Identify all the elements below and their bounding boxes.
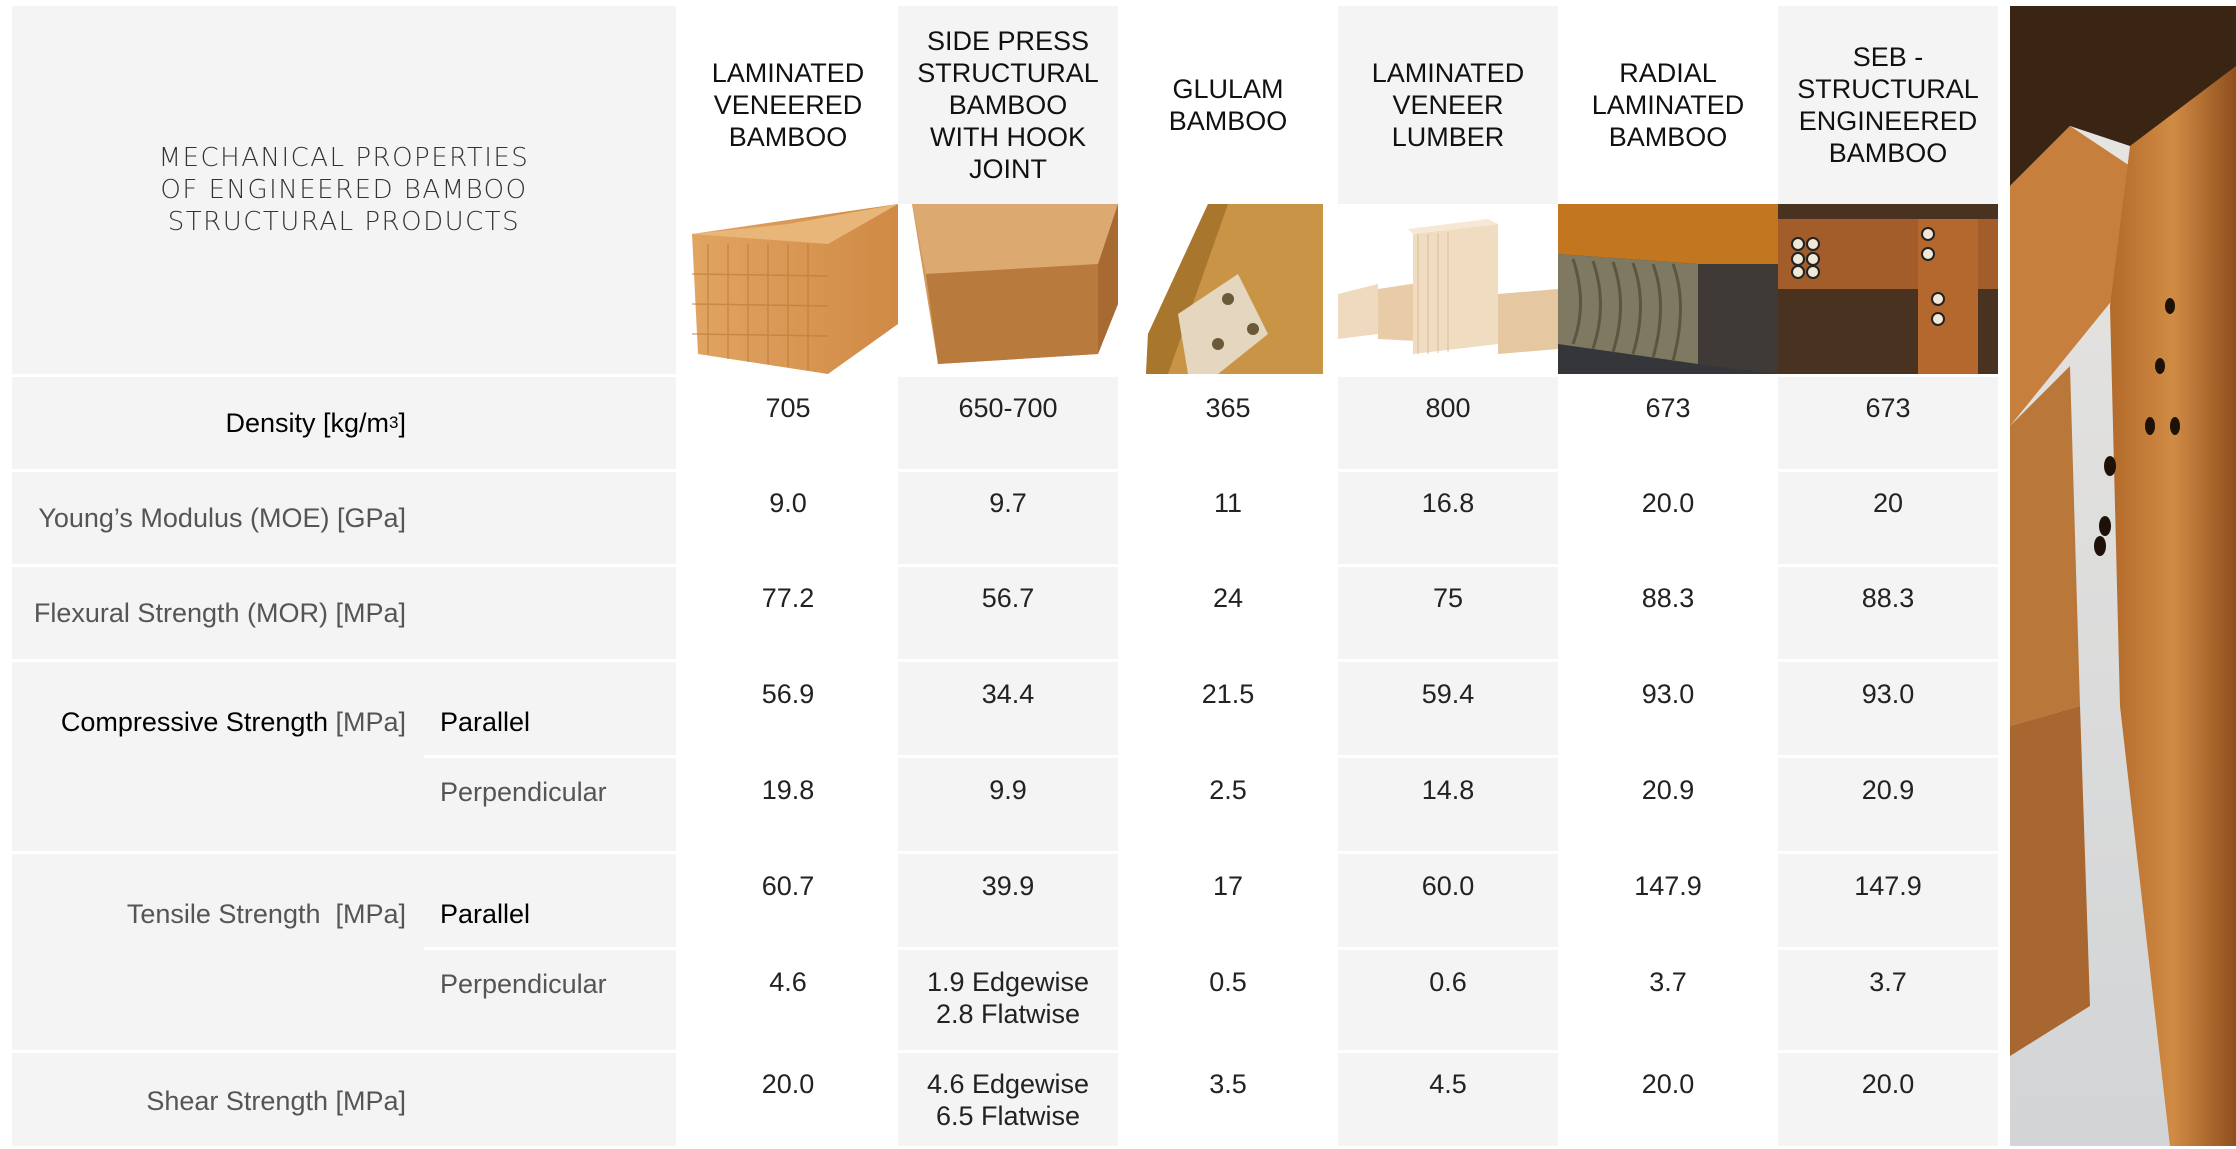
column-shade xyxy=(1778,376,1998,1146)
row-divider xyxy=(12,374,1998,377)
column-shade xyxy=(898,376,1118,1146)
row-divider xyxy=(12,659,1998,662)
row-label-tensile: Tensile Strength [MPa] xyxy=(126,898,406,929)
column-header: GLULAM BAMBOO xyxy=(1168,74,1288,136)
tensile-perpendicular-value: 1.9 Edgewise 2.8 Flatwise xyxy=(926,967,1090,1029)
tensile-parallel-value: 39.9 xyxy=(981,871,1035,901)
compressive-label: Compressive Strength xyxy=(60,706,328,737)
density-value: 800 xyxy=(1425,393,1471,423)
tensile-parallel-label: Parallel xyxy=(440,898,531,929)
compressive-parallel-value: 34.4 xyxy=(981,679,1035,709)
laminated-veneered-bamboo-photo xyxy=(678,204,898,374)
shear-value: 20.0 xyxy=(761,1069,815,1099)
compressive-perpendicular-value: 9.9 xyxy=(989,775,1027,805)
row-label-compressive: Compressive Strength [MPa] xyxy=(12,662,406,782)
tensile-perpendicular-value: 3.7 xyxy=(1649,967,1687,997)
mor-value: 77.2 xyxy=(761,583,815,613)
compressive-parallel-value: 56.9 xyxy=(761,679,815,709)
tensile-parallel-value: 60.0 xyxy=(1421,871,1475,901)
row-label-panel xyxy=(12,376,676,1146)
compressive-parallel-value: 93.0 xyxy=(1861,679,1915,709)
density-unit-exponent: 3 xyxy=(389,413,399,432)
compressive-perpendicular-value: 19.8 xyxy=(761,775,815,805)
column-laminated-veneer-lumber: LAMINATED VENEER LUMBER xyxy=(1338,6,1558,204)
tensile-perpendicular-value: 4.6 xyxy=(769,967,807,997)
compressive-perpendicular-label: Perpendicular xyxy=(440,776,607,807)
shear-value: 4.6 Edgewise 6.5 Flatwise xyxy=(926,1069,1090,1131)
column-header: LAMINATED VENEERED BAMBOO xyxy=(711,58,865,152)
column-header: SEB - STRUCTURAL ENGINEERED BAMBOO xyxy=(1797,42,1979,168)
compressive-parallel-label: Parallel xyxy=(440,706,531,737)
compressive-unit: [MPa] xyxy=(327,706,406,737)
shear-value: 20.0 xyxy=(1861,1069,1915,1099)
tensile-perpendicular-label: Perpendicular xyxy=(440,968,607,999)
moe-value: 9.7 xyxy=(989,488,1027,518)
row-divider xyxy=(12,469,1998,472)
density-value: 673 xyxy=(1865,393,1911,423)
table-title: MECHANICAL PROPERTIES OF ENGINEERED BAMB… xyxy=(158,143,530,237)
column-radial-laminated-bamboo: RADIAL LAMINATED BAMBOO xyxy=(1558,6,1778,204)
column-header: SIDE PRESS STRUCTURAL BAMBOO WITH HOOK J… xyxy=(917,26,1099,184)
tensile-perpendicular-value: 3.7 xyxy=(1869,967,1907,997)
compressive-perpendicular-value: 20.9 xyxy=(1861,775,1915,805)
tensile-parallel-value: 147.9 xyxy=(1634,871,1702,901)
row-label-mor: Flexural Strength (MOR) [MPa] xyxy=(33,597,406,628)
moe-value: 16.8 xyxy=(1421,488,1475,518)
column-laminated-veneered-bamboo: LAMINATED VENEERED BAMBOO xyxy=(678,6,898,204)
row-divider xyxy=(12,851,1998,854)
compressive-parallel-value: 93.0 xyxy=(1641,679,1695,709)
row-divider xyxy=(424,755,1998,758)
tensile-perpendicular-value: 0.6 xyxy=(1429,967,1467,997)
compressive-perpendicular-value: 2.5 xyxy=(1209,775,1247,805)
moe-value: 11 xyxy=(1213,488,1243,518)
laminated-veneer-lumber-photo xyxy=(1338,204,1558,374)
mor-value: 56.7 xyxy=(981,583,1035,613)
column-header: LAMINATED VENEER LUMBER xyxy=(1371,58,1525,152)
compressive-perpendicular-value: 14.8 xyxy=(1421,775,1475,805)
mor-value: 88.3 xyxy=(1861,583,1915,613)
bamboo-structure-photo xyxy=(2010,6,2236,1146)
column-header: RADIAL LAMINATED BAMBOO xyxy=(1591,58,1745,152)
column-side-press-bamboo: SIDE PRESS STRUCTURAL BAMBOO WITH HOOK J… xyxy=(898,6,1118,204)
row-divider xyxy=(424,947,1998,950)
compressive-parallel-value: 59.4 xyxy=(1421,679,1475,709)
shear-value: 20.0 xyxy=(1641,1069,1695,1099)
density-value: 650-700 xyxy=(958,393,1058,423)
density-value: 365 xyxy=(1205,393,1251,423)
radial-laminated-bamboo-photo xyxy=(1558,204,1778,374)
tensile-parallel-value: 60.7 xyxy=(761,871,815,901)
mor-value: 88.3 xyxy=(1641,583,1695,613)
compressive-perpendicular-value: 20.9 xyxy=(1641,775,1695,805)
mor-value: 24 xyxy=(1212,583,1244,613)
shear-value: 3.5 xyxy=(1209,1069,1247,1099)
density-label: Density [kg/m xyxy=(225,407,390,438)
density-value: 673 xyxy=(1645,393,1691,423)
row-divider xyxy=(12,1050,1998,1053)
column-glulam-bamboo: GLULAM BAMBOO xyxy=(1118,6,1338,204)
column-shade xyxy=(1338,376,1558,1146)
shear-value: 4.5 xyxy=(1429,1069,1467,1099)
tensile-parallel-value: 147.9 xyxy=(1854,871,1922,901)
row-label-shear: Shear Strength [MPa] xyxy=(146,1085,406,1116)
mor-value: 75 xyxy=(1432,583,1464,613)
header-label-panel xyxy=(12,6,676,374)
moe-value: 9.0 xyxy=(769,488,807,518)
compressive-parallel-value: 21.5 xyxy=(1201,679,1255,709)
glulam-bamboo-photo xyxy=(1118,204,1338,374)
moe-value: 20.0 xyxy=(1641,488,1695,518)
side-press-bamboo-photo xyxy=(898,204,1118,374)
row-divider xyxy=(12,564,1998,567)
tensile-perpendicular-value: 0.5 xyxy=(1209,967,1247,997)
moe-value: 20 xyxy=(1872,488,1904,518)
column-seb-structural-bamboo: SEB - STRUCTURAL ENGINEERED BAMBOO xyxy=(1778,6,1998,204)
density-value: 705 xyxy=(765,393,811,423)
row-label-density: Density [kg/m 3 ] xyxy=(12,377,406,469)
seb-structural-bamboo-photo xyxy=(1778,204,1998,374)
tensile-parallel-value: 17 xyxy=(1212,871,1244,901)
row-label-moe: Young’s Modulus (MOE) [GPa] xyxy=(38,502,406,533)
density-label-end: ] xyxy=(398,407,406,438)
